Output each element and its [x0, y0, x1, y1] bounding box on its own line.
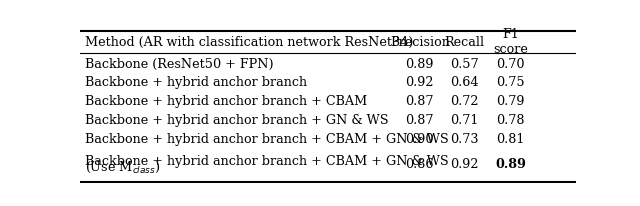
Text: 0.73: 0.73 — [450, 132, 479, 145]
Text: 0.72: 0.72 — [450, 95, 479, 108]
Text: 0.90: 0.90 — [406, 132, 434, 145]
Text: 0.75: 0.75 — [496, 76, 525, 89]
Text: 0.92: 0.92 — [406, 76, 434, 89]
Text: (Use M$_{class}$): (Use M$_{class}$) — [85, 160, 161, 175]
Text: Backbone + hybrid anchor branch: Backbone + hybrid anchor branch — [85, 76, 307, 89]
Text: 0.89: 0.89 — [495, 158, 526, 171]
Text: Method (AR with classification network ResNet34): Method (AR with classification network R… — [85, 36, 413, 49]
Text: 0.57: 0.57 — [450, 58, 479, 71]
Text: 0.70: 0.70 — [496, 58, 525, 71]
Text: 0.81: 0.81 — [497, 132, 525, 145]
Text: 0.92: 0.92 — [450, 158, 479, 171]
Text: 0.79: 0.79 — [496, 95, 525, 108]
Text: 0.64: 0.64 — [450, 76, 479, 89]
Text: 0.86: 0.86 — [406, 158, 434, 171]
Text: Precision: Precision — [390, 36, 450, 49]
Text: Backbone + hybrid anchor branch + CBAM + GN & WS: Backbone + hybrid anchor branch + CBAM +… — [85, 155, 449, 168]
Text: 0.71: 0.71 — [450, 114, 479, 127]
Text: Backbone (ResNet50 + FPN): Backbone (ResNet50 + FPN) — [85, 58, 273, 71]
Text: 0.89: 0.89 — [406, 58, 434, 71]
Text: F1
score: F1 score — [493, 28, 528, 56]
Text: Backbone + hybrid anchor branch + CBAM + GN & WS: Backbone + hybrid anchor branch + CBAM +… — [85, 132, 449, 145]
Text: 0.87: 0.87 — [406, 114, 434, 127]
Text: 0.87: 0.87 — [406, 95, 434, 108]
Text: Backbone + hybrid anchor branch + CBAM: Backbone + hybrid anchor branch + CBAM — [85, 95, 367, 108]
Text: Backbone + hybrid anchor branch + GN & WS: Backbone + hybrid anchor branch + GN & W… — [85, 114, 388, 127]
Text: Recall: Recall — [444, 36, 484, 49]
Text: 0.78: 0.78 — [496, 114, 525, 127]
